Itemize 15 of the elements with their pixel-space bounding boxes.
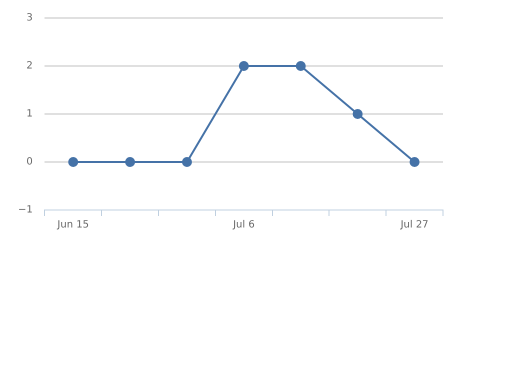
- x-tick-label: Jul 27: [400, 220, 429, 231]
- point: [238, 61, 249, 71]
- x-tick-label: Jul 6: [232, 220, 255, 231]
- point: [68, 157, 78, 167]
- point: [352, 109, 363, 119]
- point: [182, 157, 192, 167]
- point: [296, 61, 306, 71]
- x-tick-label: Jun 15: [56, 220, 89, 231]
- y-tick-label: −1: [18, 204, 33, 216]
- y-tick-label: 1: [26, 108, 33, 120]
- y-tick-label: 2: [26, 60, 33, 72]
- y-tick-label: 3: [26, 12, 33, 24]
- y-tick-label: 0: [26, 156, 33, 168]
- point: [125, 157, 136, 167]
- point: [410, 157, 420, 167]
